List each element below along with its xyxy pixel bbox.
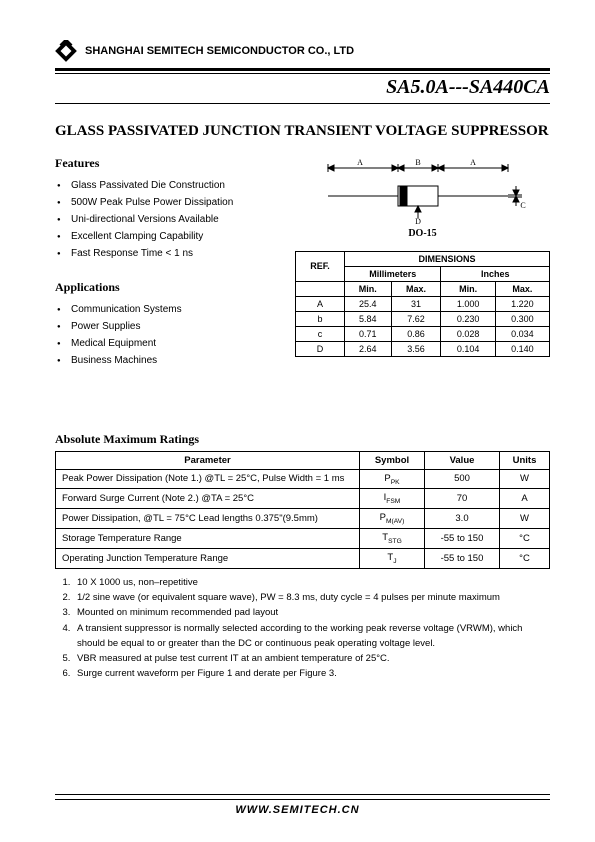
table-row: D 2.64 3.56 0.104 0.140	[296, 341, 550, 356]
document-title: GLASS PASSIVATED JUNCTION TRANSIENT VOLT…	[55, 122, 550, 142]
dim-label: A	[357, 158, 363, 167]
divider	[55, 73, 550, 74]
abs-ratings-heading: Absolute Maximum Ratings	[55, 432, 550, 447]
divider	[55, 794, 550, 795]
divider	[55, 103, 550, 104]
list-item: 500W Peak Pulse Power Dissipation	[71, 194, 285, 211]
list-item: Mounted on minimum recommended pad layou…	[73, 605, 550, 620]
table-row: Power Dissipation, @TL = 75°C Lead lengt…	[56, 509, 550, 529]
table-row: b 5.84 7.62 0.230 0.300	[296, 311, 550, 326]
header: SHANGHAI SEMITECH SEMICONDUCTOR CO., LTD	[55, 40, 550, 62]
applications-heading: Applications	[55, 280, 285, 295]
features-heading: Features	[55, 156, 285, 171]
footer-url: WWW.SEMITECH.CN	[0, 804, 595, 816]
divider	[55, 799, 550, 800]
list-item: Fast Response Time < 1 ns	[71, 245, 285, 262]
table-header: Max.	[391, 281, 441, 296]
company-logo-icon	[55, 40, 77, 62]
dimensions-table: REF. DIMENSIONS Millimeters Inches Min. …	[295, 251, 550, 357]
table-header: REF.	[296, 251, 345, 281]
list-item: Medical Equipment	[71, 335, 285, 352]
dim-label: D	[415, 217, 421, 226]
package-label: DO-15	[295, 228, 550, 239]
list-item: 1/2 sine wave (or equivalent square wave…	[73, 590, 550, 605]
table-header: Millimeters	[345, 266, 441, 281]
table-header: Parameter	[56, 451, 360, 469]
list-item: Communication Systems	[71, 301, 285, 318]
table-header: Min.	[441, 281, 495, 296]
dim-label: A	[470, 158, 476, 167]
list-item: A transient suppressor is normally selec…	[73, 621, 550, 651]
list-item: Business Machines	[71, 352, 285, 369]
list-item: VBR measured at pulse test current IT at…	[73, 651, 550, 666]
table-row: Peak Power Dissipation (Note 1.) @TL = 2…	[56, 469, 550, 489]
list-item: Excellent Clamping Capability	[71, 228, 285, 245]
abs-ratings-table: Parameter Symbol Value Units Peak Power …	[55, 451, 550, 569]
table-row: Forward Surge Current (Note 2.) @TA = 25…	[56, 489, 550, 509]
left-column: Features Glass Passivated Die Constructi…	[55, 156, 285, 387]
content-columns: Features Glass Passivated Die Constructi…	[55, 156, 550, 387]
divider	[55, 68, 550, 71]
part-number-row: SA5.0A---SA440CA	[55, 76, 550, 99]
dim-label: C	[520, 201, 525, 210]
list-item: Glass Passivated Die Construction	[71, 177, 285, 194]
list-item: 10 X 1000 us, non–repetitive	[73, 575, 550, 590]
table-header: DIMENSIONS	[345, 251, 550, 266]
applications-list: Communication Systems Power Supplies Med…	[55, 301, 285, 369]
table-header: Value	[425, 451, 500, 469]
company-name: SHANGHAI SEMITECH SEMICONDUCTOR CO., LTD	[85, 45, 354, 57]
features-list: Glass Passivated Die Construction 500W P…	[55, 177, 285, 262]
list-item: Power Supplies	[71, 318, 285, 335]
package-diagram: A B A D C	[318, 156, 528, 226]
list-item: Surge current waveform per Figure 1 and …	[73, 666, 550, 681]
table-row: A 25.4 31 1.000 1.220	[296, 296, 550, 311]
list-item: Uni-directional Versions Available	[71, 211, 285, 228]
table-header: Symbol	[360, 451, 425, 469]
notes-list: 10 X 1000 us, non–repetitive 1/2 sine wa…	[55, 575, 550, 681]
part-number: SA5.0A---SA440CA	[386, 76, 550, 98]
table-header: Max.	[495, 281, 549, 296]
right-column: A B A D C DO-15 REF. DIMENSIONS Millimet…	[295, 156, 550, 387]
table-header: Min.	[345, 281, 391, 296]
table-row: Storage Temperature Range TSTG -55 to 15…	[56, 529, 550, 549]
table-row: Operating Junction Temperature Range TJ …	[56, 549, 550, 569]
table-row: c 0.71 0.86 0.028 0.034	[296, 326, 550, 341]
table-header: Inches	[441, 266, 550, 281]
table-header	[296, 281, 345, 296]
table-header: Units	[500, 451, 550, 469]
footer: WWW.SEMITECH.CN	[0, 794, 595, 816]
dim-label: B	[415, 158, 420, 167]
